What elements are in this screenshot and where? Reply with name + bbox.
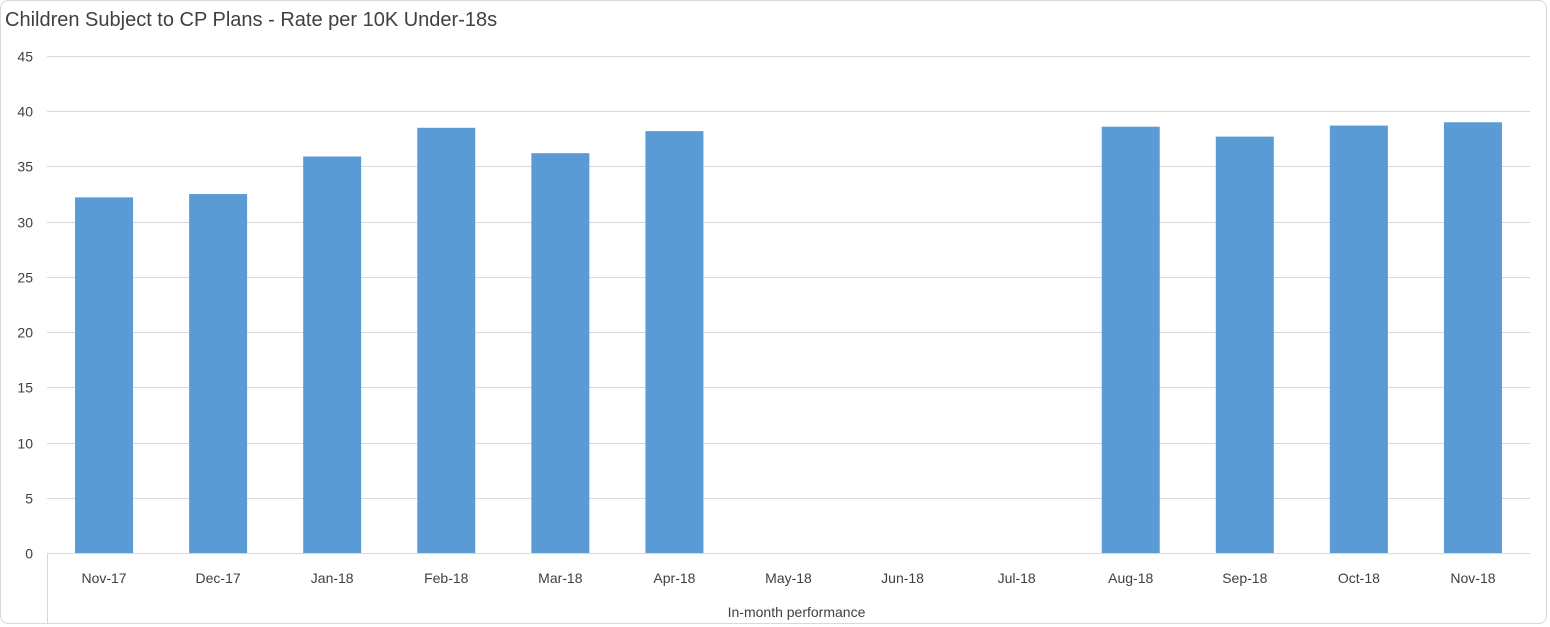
bar	[1101, 126, 1160, 553]
bar	[75, 197, 134, 553]
y-tick-label: 35	[17, 159, 33, 175]
bar	[303, 156, 362, 553]
bar	[1329, 125, 1388, 553]
category-group-label: In-month performance	[728, 604, 866, 620]
bar	[531, 153, 590, 554]
x-tick-label: Oct-18	[1338, 570, 1380, 586]
y-tick-label: 30	[17, 215, 33, 231]
bar	[1443, 122, 1502, 554]
y-tick-label: 5	[25, 491, 33, 507]
x-tick-label: Nov-17	[81, 570, 126, 586]
y-tick-label: 0	[25, 546, 33, 562]
gridlines	[47, 56, 1530, 499]
bar	[417, 127, 476, 554]
bars	[75, 122, 1502, 554]
x-tick-label: May-18	[765, 570, 812, 586]
x-tick-label: Feb-18	[424, 570, 469, 586]
x-tick-label: Jan-18	[311, 570, 354, 586]
axes: 0 5 10 15 20 25 30 35 40 45 Nov-17 Dec-17 Jan-18 Feb-…	[17, 49, 1530, 624]
y-tick-label: 10	[17, 436, 33, 452]
bar	[189, 194, 248, 554]
chart-title: Children Subject to CP Plans - Rate per …	[5, 9, 498, 31]
bar	[1215, 136, 1274, 553]
x-tick-label: Dec-17	[196, 570, 241, 586]
x-tick-label: Jul-18	[998, 570, 1036, 586]
y-tick-label: 25	[17, 270, 33, 286]
y-tick-label: 45	[17, 49, 33, 65]
x-tick-label: Sep-18	[1222, 570, 1267, 586]
x-tick-label: Aug-18	[1108, 570, 1153, 586]
x-tick-label: Jun-18	[881, 570, 924, 586]
x-tick-label: Nov-18	[1450, 570, 1495, 586]
y-tick-label: 40	[17, 104, 33, 120]
bar	[645, 131, 704, 553]
x-tick-label: Mar-18	[538, 570, 583, 586]
y-tick-label: 20	[17, 325, 33, 341]
y-tick-label: 15	[17, 380, 33, 396]
x-tick-label: Apr-18	[653, 570, 695, 586]
